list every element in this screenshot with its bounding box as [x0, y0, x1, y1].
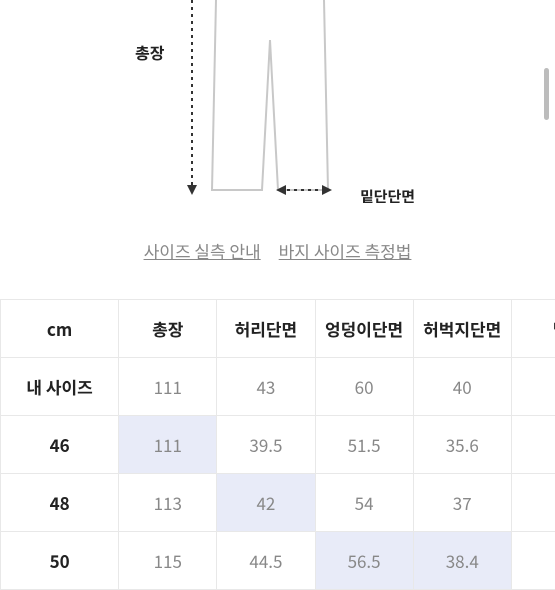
- label-hem: 밑단단면: [360, 186, 415, 207]
- cell: 113: [119, 474, 217, 532]
- cell: 43: [217, 358, 315, 416]
- table-row: 46 111 39.5 51.5 35.6 3: [1, 416, 555, 474]
- cell: 56.5: [315, 532, 413, 590]
- label-total-length: 총장: [135, 40, 164, 64]
- pants-method-link[interactable]: 바지 사이즈 측정법: [279, 238, 412, 263]
- cell: 60: [315, 358, 413, 416]
- cell: [511, 358, 555, 416]
- col-header: 밑: [511, 300, 555, 358]
- scrollbar-thumb[interactable]: [544, 68, 549, 120]
- row-label: 46: [1, 416, 119, 474]
- col-header: 허벅지단면: [413, 300, 511, 358]
- cell: 111: [119, 416, 217, 474]
- cell: 54: [315, 474, 413, 532]
- row-label: 50: [1, 532, 119, 590]
- cell: 35.6: [413, 416, 511, 474]
- measurement-arrows: [180, 0, 360, 200]
- table-row: 50 115 44.5 56.5 38.4 3: [1, 532, 555, 590]
- cell: 40: [413, 358, 511, 416]
- cell: 44.5: [217, 532, 315, 590]
- size-table: cm 총장 허리단면 엉덩이단면 허벅지단면 밑 내 사이즈 111 43 60…: [0, 299, 555, 590]
- col-header: 허리단면: [217, 300, 315, 358]
- cell: 37: [413, 474, 511, 532]
- cell: 111: [119, 358, 217, 416]
- row-label: 48: [1, 474, 119, 532]
- table-row: 48 113 42 54 37 3: [1, 474, 555, 532]
- cell: 42: [217, 474, 315, 532]
- info-links: 사이즈 실측 안내 바지 사이즈 측정법: [0, 238, 555, 263]
- cell: 3: [511, 474, 555, 532]
- cell: 3: [511, 416, 555, 474]
- pants-diagram: 총장 밑단단면: [0, 0, 555, 210]
- cell: 3: [511, 532, 555, 590]
- col-header: cm: [1, 300, 119, 358]
- col-header: 총장: [119, 300, 217, 358]
- size-table-wrap: cm 총장 허리단면 엉덩이단면 허벅지단면 밑 내 사이즈 111 43 60…: [0, 299, 555, 590]
- cell: 38.4: [413, 532, 511, 590]
- table-row: 내 사이즈 111 43 60 40: [1, 358, 555, 416]
- cell: 51.5: [315, 416, 413, 474]
- size-actual-link[interactable]: 사이즈 실측 안내: [144, 238, 261, 263]
- col-header: 엉덩이단면: [315, 300, 413, 358]
- cell: 39.5: [217, 416, 315, 474]
- table-header-row: cm 총장 허리단면 엉덩이단면 허벅지단면 밑: [1, 300, 555, 358]
- row-label: 내 사이즈: [1, 358, 119, 416]
- cell: 115: [119, 532, 217, 590]
